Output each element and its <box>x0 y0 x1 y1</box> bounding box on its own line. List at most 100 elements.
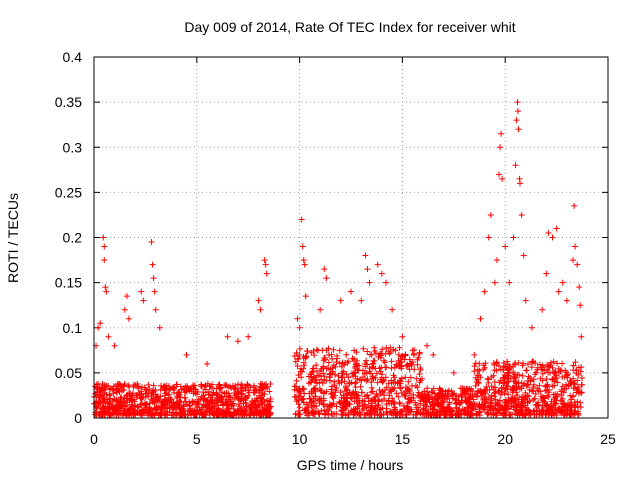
noise-point <box>381 392 388 399</box>
data-point <box>570 257 577 264</box>
data-point <box>510 234 517 241</box>
data-point <box>111 342 118 349</box>
noise-point <box>246 412 253 419</box>
x-tick-label: 15 <box>395 431 411 447</box>
noise-point <box>100 400 107 407</box>
noise-point <box>235 390 242 397</box>
noise-point <box>412 401 419 408</box>
noise-point <box>547 407 554 414</box>
noise-point <box>340 392 347 399</box>
noise-point <box>385 397 392 404</box>
noise-point <box>424 388 431 395</box>
noise-point <box>150 412 157 419</box>
noise-point <box>223 402 230 409</box>
noise-point <box>518 398 525 405</box>
noise-point <box>118 405 125 412</box>
noise-point <box>198 381 205 388</box>
noise-point <box>216 408 223 415</box>
data-point <box>498 130 505 137</box>
data-point <box>148 239 155 246</box>
noise-point <box>528 359 535 366</box>
noise-point <box>417 409 424 416</box>
noise-point <box>413 375 420 382</box>
noise-point <box>421 394 428 401</box>
data-point <box>323 275 330 282</box>
data-point <box>358 297 365 304</box>
noise-point <box>525 373 532 380</box>
data-point <box>409 347 416 354</box>
noise-point <box>524 399 531 406</box>
noise-point <box>371 348 378 355</box>
noise-point <box>214 402 221 409</box>
noise-point <box>349 395 356 402</box>
noise-point <box>354 410 361 417</box>
noise-point <box>371 408 378 415</box>
noise-point <box>187 386 194 393</box>
noise-point <box>186 398 193 405</box>
noise-point <box>530 396 537 403</box>
noise-point <box>577 399 584 406</box>
data-point <box>123 293 130 300</box>
noise-point <box>410 411 417 418</box>
noise-point <box>300 365 307 372</box>
noise-point <box>452 396 459 403</box>
data-point <box>150 275 157 282</box>
noise-point <box>427 411 434 418</box>
noise-point <box>417 397 424 404</box>
noise-point <box>519 372 526 379</box>
noise-point <box>418 375 425 382</box>
noise-point <box>414 361 421 368</box>
noise-point <box>365 403 372 410</box>
noise-point <box>476 360 483 367</box>
noise-point <box>488 397 495 404</box>
noise-point <box>492 384 499 391</box>
noise-point <box>260 411 267 418</box>
noise-point <box>536 361 543 368</box>
data-point <box>255 297 262 304</box>
noise-point <box>147 405 154 412</box>
data-point <box>481 288 488 295</box>
noise-point <box>267 410 274 417</box>
noise-point <box>261 391 268 398</box>
noise-point <box>350 391 357 398</box>
noise-point <box>405 378 412 385</box>
noise-point <box>229 411 236 418</box>
noise-point <box>353 360 360 367</box>
noise-point <box>427 412 434 419</box>
data-point <box>149 261 156 268</box>
noise-point <box>379 388 386 395</box>
y-tick-labels: 0 0.05 0.1 0.15 0.2 0.25 0.3 0.35 0.4 <box>55 49 82 426</box>
noise-point <box>560 411 567 418</box>
noise-point <box>125 382 132 389</box>
noise-point <box>350 406 357 413</box>
noise-point <box>488 411 495 418</box>
noise-point <box>578 389 585 396</box>
noise-point <box>145 381 152 388</box>
y-tick-label: 0.1 <box>63 320 83 336</box>
noise-point <box>545 369 552 376</box>
noise-point <box>512 375 519 382</box>
noise-point <box>515 359 522 366</box>
noise-point <box>292 358 299 365</box>
noise-point <box>250 401 257 408</box>
noise-point <box>143 401 150 408</box>
noise-point <box>95 386 102 393</box>
noise-point <box>351 365 358 372</box>
noise-point <box>415 406 422 413</box>
noise-point <box>561 373 568 380</box>
noise-point <box>449 391 456 398</box>
data-point <box>348 288 354 295</box>
noise-point <box>348 370 355 377</box>
noise-point <box>230 400 237 407</box>
noise-point <box>389 395 396 402</box>
data-point <box>577 302 584 309</box>
noise-point <box>390 379 397 386</box>
noise-point <box>173 394 180 401</box>
noise-point <box>163 412 170 419</box>
noise-point <box>249 409 256 416</box>
noise-point <box>338 412 345 419</box>
noise-point <box>308 399 315 406</box>
noise-point <box>319 380 326 387</box>
chart-title: Day 009 of 2014, Rate Of TEC Index for r… <box>184 19 515 35</box>
noise-point <box>578 364 585 371</box>
